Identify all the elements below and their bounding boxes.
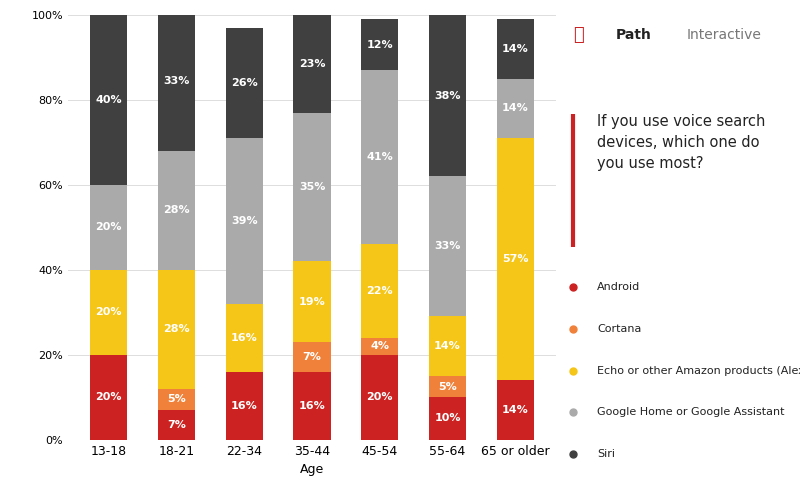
Text: 20%: 20% — [366, 392, 393, 402]
Bar — [361, 338, 398, 355]
Text: 10%: 10% — [434, 413, 461, 423]
Text: 39%: 39% — [231, 216, 258, 226]
Text: 35%: 35% — [299, 182, 325, 192]
Text: 14%: 14% — [502, 405, 529, 415]
Text: Ⓟ: Ⓟ — [574, 26, 584, 43]
Bar — [158, 151, 195, 270]
Text: 14%: 14% — [434, 341, 461, 351]
Text: Cortana: Cortana — [597, 324, 642, 333]
Text: 28%: 28% — [163, 205, 190, 215]
Text: 16%: 16% — [231, 332, 258, 343]
Bar — [361, 355, 398, 440]
Text: 5%: 5% — [167, 394, 186, 404]
Text: 41%: 41% — [366, 152, 393, 162]
Text: 7%: 7% — [167, 420, 186, 430]
Text: 14%: 14% — [502, 103, 529, 113]
Bar — [90, 270, 127, 355]
Text: 5%: 5% — [438, 381, 457, 392]
Text: 40%: 40% — [95, 95, 122, 105]
Bar — [361, 70, 398, 244]
Text: 28%: 28% — [163, 324, 190, 334]
Text: 33%: 33% — [434, 242, 461, 251]
Bar — [226, 304, 263, 371]
Bar — [361, 19, 398, 70]
Bar — [497, 79, 534, 138]
Text: Siri: Siri — [597, 450, 615, 459]
Text: Interactive: Interactive — [686, 28, 762, 41]
Bar — [226, 138, 263, 304]
Text: 20%: 20% — [95, 392, 122, 402]
Text: 33%: 33% — [163, 76, 190, 85]
Bar — [497, 138, 534, 380]
Text: 20%: 20% — [95, 307, 122, 317]
Text: Android: Android — [597, 282, 640, 291]
Text: Path: Path — [616, 28, 652, 41]
Bar — [294, 113, 330, 261]
Bar — [90, 15, 127, 185]
Bar — [158, 410, 195, 440]
Text: 38%: 38% — [434, 90, 461, 101]
Bar — [497, 19, 534, 79]
Text: 19%: 19% — [298, 296, 326, 307]
Text: 22%: 22% — [366, 286, 393, 296]
Bar — [158, 270, 195, 389]
Text: 57%: 57% — [502, 254, 529, 264]
Text: 14%: 14% — [502, 44, 529, 54]
Text: 16%: 16% — [298, 401, 326, 411]
Bar — [497, 380, 534, 440]
Text: 23%: 23% — [298, 59, 326, 69]
Text: 7%: 7% — [302, 352, 322, 362]
Bar — [90, 355, 127, 440]
Bar — [294, 342, 330, 371]
Bar — [429, 176, 466, 317]
Bar — [294, 261, 330, 342]
Bar — [226, 371, 263, 440]
Text: If you use voice search
devices, which one do
you use most?: If you use voice search devices, which o… — [597, 114, 766, 170]
Bar — [429, 397, 466, 440]
Bar — [158, 10, 195, 151]
Text: 12%: 12% — [366, 40, 393, 49]
Bar — [429, 376, 466, 397]
Bar — [294, 371, 330, 440]
Text: Echo or other Amazon products (Alexa): Echo or other Amazon products (Alexa) — [597, 366, 800, 375]
Bar — [158, 389, 195, 410]
Text: 4%: 4% — [370, 341, 390, 351]
Bar — [429, 317, 466, 376]
Bar — [90, 185, 127, 270]
Bar — [361, 244, 398, 338]
Bar — [429, 15, 466, 176]
Text: 26%: 26% — [231, 78, 258, 88]
Bar — [294, 15, 330, 113]
Text: Google Home or Google Assistant: Google Home or Google Assistant — [597, 408, 785, 417]
X-axis label: Age: Age — [300, 463, 324, 476]
Text: 20%: 20% — [95, 222, 122, 232]
Bar — [226, 28, 263, 138]
Text: 16%: 16% — [231, 401, 258, 411]
